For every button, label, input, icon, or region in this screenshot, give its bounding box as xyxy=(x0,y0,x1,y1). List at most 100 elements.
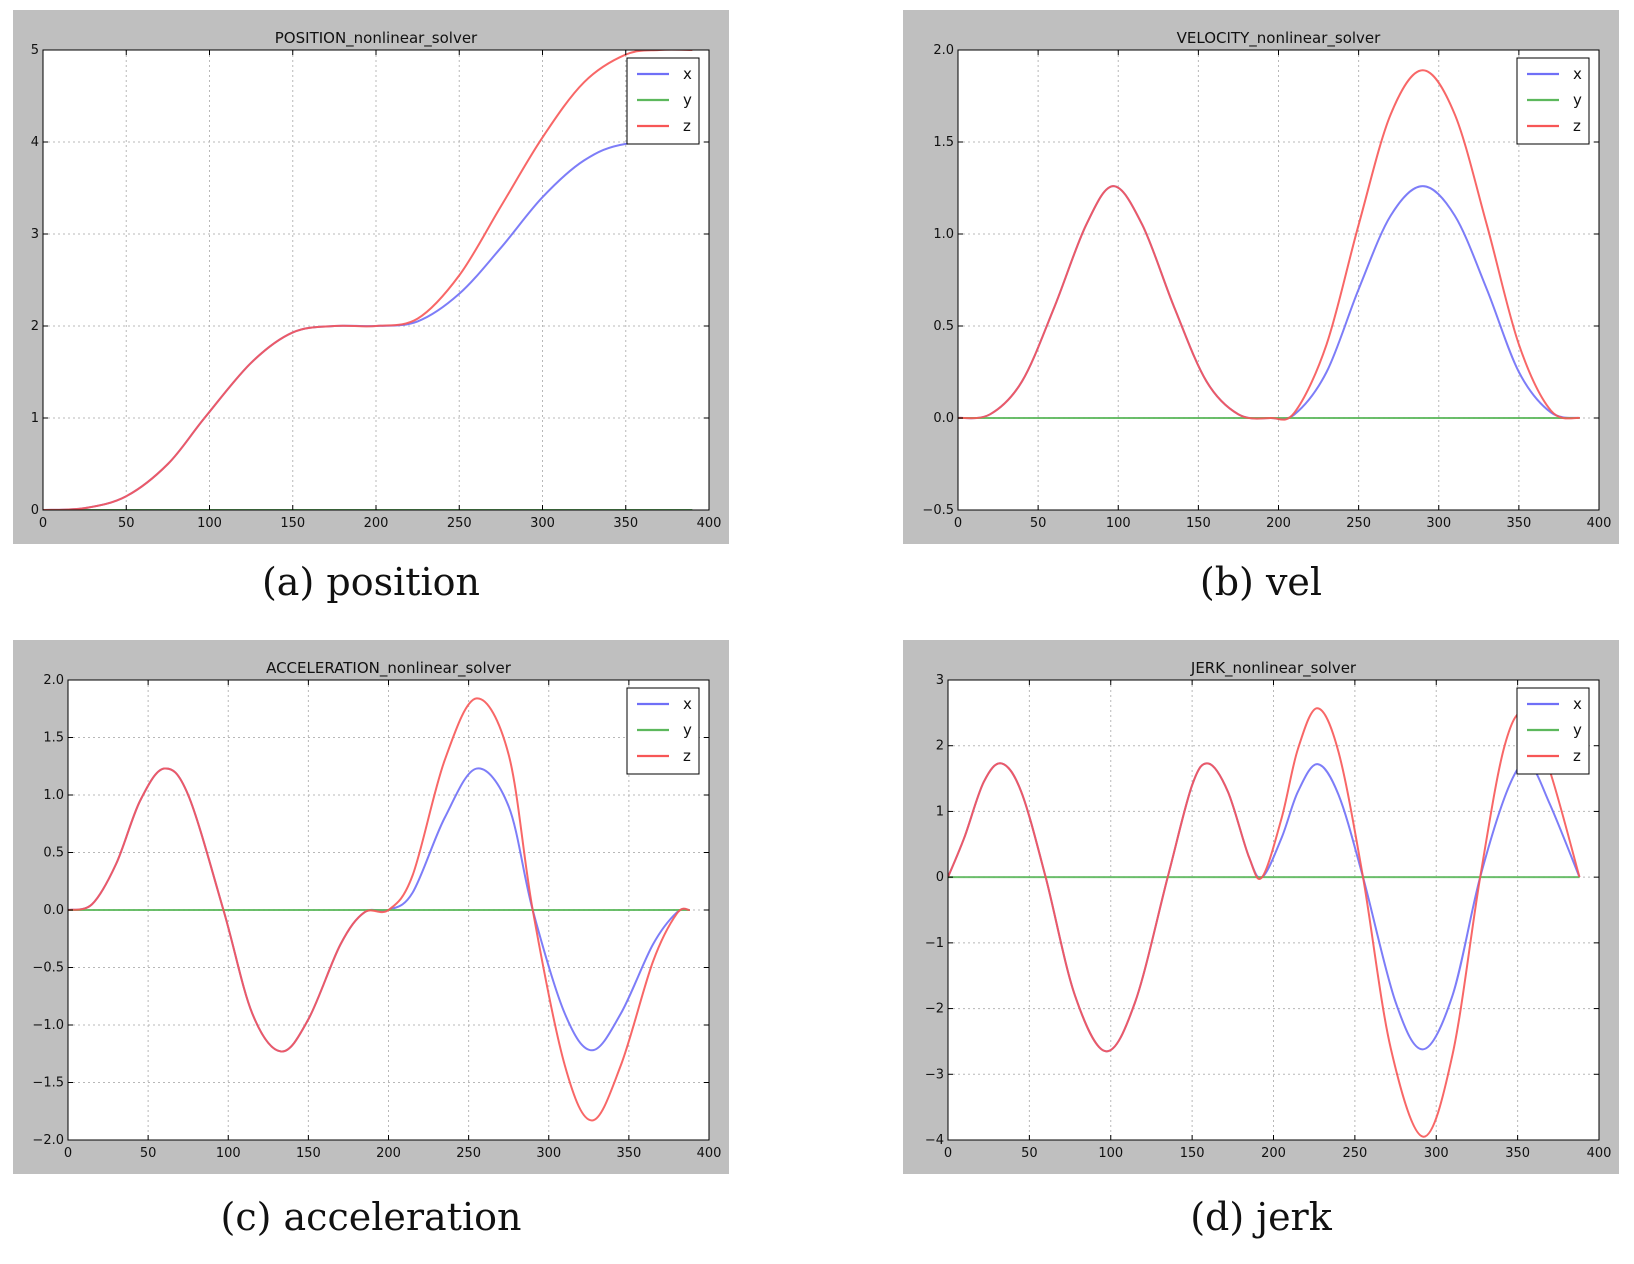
legend-label-z: z xyxy=(683,117,691,135)
x-tick-label: 0 xyxy=(64,1146,72,1161)
legend-label-y: y xyxy=(683,721,692,739)
y-tick-label: 1.0 xyxy=(43,788,64,803)
chart-caption: (b) vel xyxy=(1199,560,1323,604)
y-tick-label: 0.0 xyxy=(933,411,954,426)
x-tick-label: 300 xyxy=(1424,1146,1449,1161)
legend-label-x: x xyxy=(683,695,692,713)
acceleration-chart: 0 50 100 150 200 250 300 350 400 −2.0 −1.5 −1.0 −0.5… xyxy=(32,659,722,1161)
chart-caption: (c) acceleration xyxy=(220,1195,522,1239)
y-tick-label: −0.5 xyxy=(32,961,64,976)
jerk-chart: 0 50 100 150 200 250 300 350 400 −4 −3 −2 −1 0 1 2 3 JERK… xyxy=(925,659,1612,1161)
series-line-z xyxy=(43,50,693,510)
y-tick-label: 0 xyxy=(936,870,944,885)
position-chart: 0 50 100 150 200 250 300 350 400 0 1 2 3 4 5 POSITION_n… xyxy=(31,29,722,531)
series-group xyxy=(43,50,693,510)
x-tick-label: 150 xyxy=(1180,1146,1205,1161)
x-tick-label: 350 xyxy=(613,516,638,531)
x-tick-label: 400 xyxy=(697,1146,722,1161)
x-tick-label: 250 xyxy=(456,1146,481,1161)
y-tick-label: 2.0 xyxy=(43,673,64,688)
y-tick-label: 0.5 xyxy=(43,846,64,861)
chart-caption: (d) jerk xyxy=(1190,1195,1332,1239)
y-tick-label: 0 xyxy=(31,503,39,518)
series-group xyxy=(948,707,1581,1138)
chart-figure-frame: 0 50 100 150 200 250 300 350 400 0 1 2 3 4 5 POSITION_n… xyxy=(13,10,729,544)
legend-label-y: y xyxy=(1573,721,1582,739)
x-tick-label: 50 xyxy=(118,516,135,531)
chart-caption: (a) position xyxy=(261,560,481,604)
y-tick-label: 1.5 xyxy=(933,135,954,150)
x-tick-label: 200 xyxy=(364,516,389,531)
series-line-z xyxy=(958,69,1581,421)
x-tick-label: 200 xyxy=(1261,1146,1286,1161)
x-tick-label: 100 xyxy=(1098,1146,1123,1161)
x-tick-label: 400 xyxy=(697,516,722,531)
x-tick-label: 400 xyxy=(1587,1146,1612,1161)
legend-label-x: x xyxy=(1573,695,1582,713)
chart-title: JERK_nonlinear_solver xyxy=(1190,659,1357,678)
x-tick-label: 50 xyxy=(140,1146,157,1161)
x-tick-label: 250 xyxy=(1346,516,1371,531)
y-tick-label: 2 xyxy=(936,739,944,754)
x-tick-label: 150 xyxy=(280,516,305,531)
y-tick-label: −1.0 xyxy=(32,1018,64,1033)
y-tick-label: 1 xyxy=(936,804,944,819)
chart-figure-frame: 0 50 100 150 200 250 300 350 400 −4 −3 −2 −1 0 1 2 3 JERK… xyxy=(903,640,1619,1174)
chart-figure-frame: 0 50 100 150 200 250 300 350 400 −2.0 −1.5 −1.0 −0.5… xyxy=(13,640,729,1174)
x-tick-label: 250 xyxy=(1342,1146,1367,1161)
x-tick-label: 100 xyxy=(216,1146,241,1161)
y-tick-label: 1.5 xyxy=(43,731,64,746)
x-tick-label: 0 xyxy=(944,1146,952,1161)
y-tick-label: 3 xyxy=(936,673,944,688)
legend-label-x: x xyxy=(683,65,692,83)
y-tick-label: 0.0 xyxy=(43,903,64,918)
chart-title: VELOCITY_nonlinear_solver xyxy=(1177,29,1381,48)
series-line-z xyxy=(948,707,1581,1138)
y-tick-label: −3 xyxy=(925,1067,944,1082)
legend-label-y: y xyxy=(683,91,692,109)
x-tick-label: 100 xyxy=(1106,516,1131,531)
y-tick-label: 2.0 xyxy=(933,43,954,58)
y-tick-label: −1 xyxy=(925,936,944,951)
legend: xyz xyxy=(1516,687,1590,775)
x-tick-label: 400 xyxy=(1587,516,1612,531)
legend-label-z: z xyxy=(1573,747,1581,765)
y-tick-label: 3 xyxy=(31,227,39,242)
legend: xyz xyxy=(626,57,700,145)
x-tick-label: 200 xyxy=(376,1146,401,1161)
chart-figure-frame: 0 50 100 150 200 250 300 350 400 −0.5 0.0 0.5 1.0 1.5… xyxy=(903,10,1619,544)
x-tick-label: 300 xyxy=(1426,516,1451,531)
y-tick-label: −2 xyxy=(925,1002,944,1017)
x-tick-label: 0 xyxy=(954,516,962,531)
y-tick-label: −1.5 xyxy=(32,1076,64,1091)
x-tick-label: 300 xyxy=(530,516,555,531)
legend: xyz xyxy=(626,687,700,775)
chart-title: ACCELERATION_nonlinear_solver xyxy=(266,659,512,678)
y-tick-label: 0.5 xyxy=(933,319,954,334)
x-tick-label: 100 xyxy=(197,516,222,531)
legend-label-z: z xyxy=(683,747,691,765)
x-tick-label: 350 xyxy=(616,1146,641,1161)
y-tick-label: 5 xyxy=(31,43,39,58)
y-tick-label: −2.0 xyxy=(32,1133,64,1148)
x-tick-label: 250 xyxy=(447,516,472,531)
x-tick-label: 300 xyxy=(536,1146,561,1161)
x-tick-label: 200 xyxy=(1266,516,1291,531)
series-group xyxy=(958,69,1581,421)
y-tick-label: −0.5 xyxy=(922,503,954,518)
series-line-z xyxy=(68,697,691,1122)
legend: xyz xyxy=(1516,57,1590,145)
y-tick-label: 2 xyxy=(31,319,39,334)
x-tick-label: 50 xyxy=(1030,516,1047,531)
x-tick-label: 150 xyxy=(296,1146,321,1161)
y-tick-label: 4 xyxy=(31,135,39,150)
y-tick-label: 1 xyxy=(31,411,39,426)
legend-label-z: z xyxy=(1573,117,1581,135)
x-tick-label: 0 xyxy=(39,516,47,531)
x-tick-label: 350 xyxy=(1506,516,1531,531)
velocity-chart: 0 50 100 150 200 250 300 350 400 −0.5 0.0 0.5 1.0 1.5… xyxy=(922,29,1612,531)
series-group xyxy=(68,697,691,1122)
x-tick-label: 350 xyxy=(1505,1146,1530,1161)
y-tick-label: 1.0 xyxy=(933,227,954,242)
legend-label-y: y xyxy=(1573,91,1582,109)
